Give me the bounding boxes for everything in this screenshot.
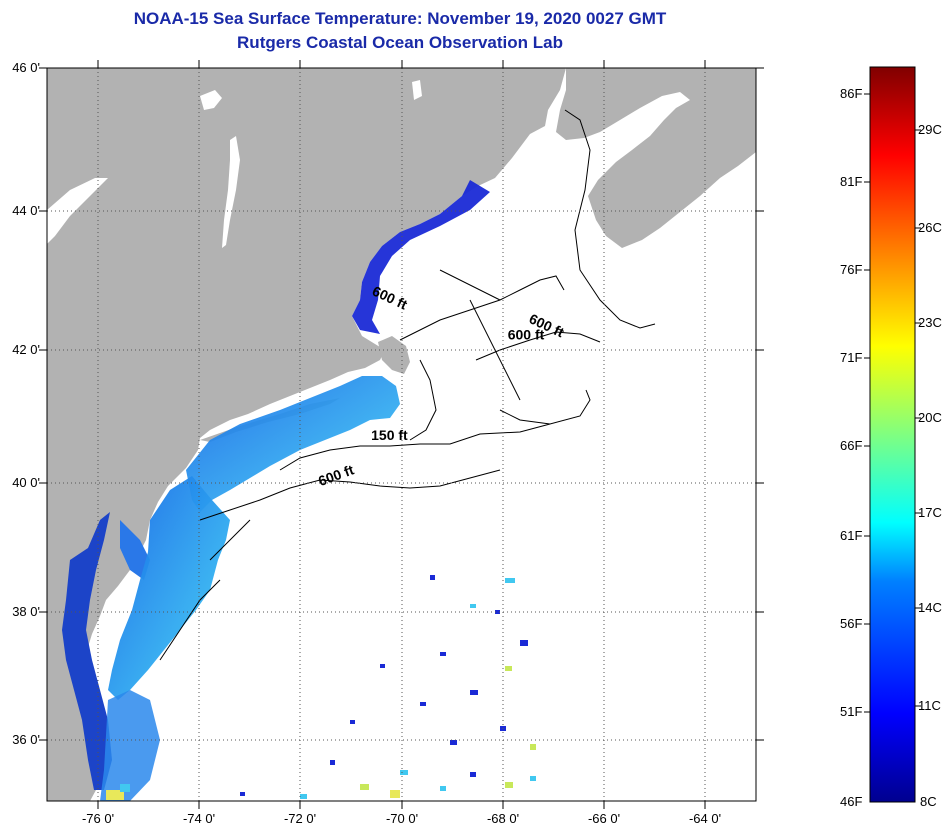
colorbar-ticks (864, 93, 921, 713)
chart-subtitle: Rutgers Coastal Ocean Observation Lab (237, 33, 563, 52)
chart-title: NOAA-15 Sea Surface Temperature: Novembe… (133, 9, 667, 28)
colorbar-c-label: 17C (918, 505, 942, 520)
colorbar-f-label: 86F (840, 86, 863, 101)
lat-label-44: 44 0' (12, 203, 40, 218)
lake-champlain (222, 136, 240, 248)
colorbar (869, 66, 916, 803)
colorbar-f-label: 71F (840, 350, 863, 365)
lake-white-1 (200, 90, 222, 110)
lon-label-64: -64 0' (688, 811, 722, 826)
sst-new-england-shelf (186, 376, 400, 512)
colorbar-f-label: 56F (840, 616, 863, 631)
colorbar-c-label: 23C (918, 315, 942, 330)
depth-contours (159, 109, 656, 661)
lon-label-66: -66 0' (587, 811, 621, 826)
lake-white-2 (412, 80, 422, 100)
depth-label: 150 ft (371, 427, 408, 443)
colorbar-f-label: 46F (840, 794, 863, 809)
lon-label-70: -70 0' (385, 811, 419, 826)
delaware-bay (120, 520, 150, 580)
lon-label-72: -72 0' (283, 811, 317, 826)
lat-label-38: 38 0' (12, 604, 40, 619)
lon-label-76: -76 0' (81, 811, 115, 826)
depth-label: 600 ft (508, 327, 545, 343)
lat-label-42: 42 0' (12, 342, 40, 357)
lat-label-36: 36 0' (12, 732, 40, 747)
lat-label-40: 40 0' (12, 475, 40, 490)
colorbar-f-label: 66F (840, 438, 863, 453)
colorbar-f-label: 61F (840, 528, 863, 543)
sst-southern-shelf (100, 690, 160, 801)
map-ticks (39, 60, 764, 809)
lon-label-68: -68 0' (486, 811, 520, 826)
colorbar-c-label: 29C (918, 122, 942, 137)
chesapeake-bay (62, 512, 112, 790)
colorbar-f-label: 76F (840, 262, 863, 277)
land-maritimes (556, 68, 756, 248)
colorbar-c-label: 26C (918, 220, 942, 235)
lon-label-74: -74 0' (182, 811, 216, 826)
sst-gulf-of-maine-coast (352, 180, 490, 334)
colorbar-c-label: 14C (918, 600, 942, 615)
colorbar-f-label: 81F (840, 174, 863, 189)
colorbar-c-label: 11C (918, 698, 941, 713)
lat-label-46: 46 0' (12, 60, 40, 75)
colorbar-f-label: 51F (840, 704, 863, 719)
colorbar-c-label: 20C (918, 410, 942, 425)
land-mainland (47, 68, 566, 801)
colorbar-c-label: 8C (920, 794, 937, 809)
